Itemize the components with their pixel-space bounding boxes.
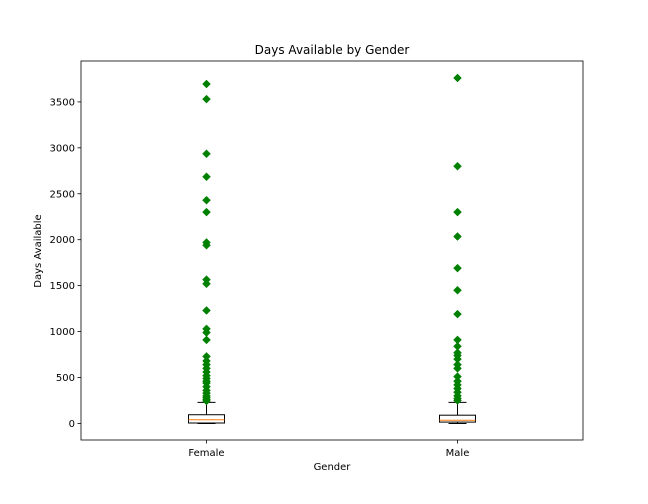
plot-frame (80, 60, 584, 441)
iqr-box (188, 414, 225, 424)
outlier-point (202, 172, 211, 182)
y-tick-label: 2500 (50, 189, 75, 200)
y-tick-label: 1000 (50, 327, 75, 338)
outlier-point (202, 149, 211, 159)
outlier-point (202, 335, 211, 345)
plot-area: 0 500 1000 1500 2000 2500 3000 3500 Female Male (50, 60, 584, 459)
outlier-point (453, 232, 462, 241)
outlier-point (453, 263, 462, 273)
outlier-point (202, 279, 211, 289)
outlier-point (453, 309, 462, 319)
x-tick-label: Female (188, 448, 224, 459)
y-tick-label: 3500 (50, 97, 75, 108)
outlier-point (453, 396, 462, 405)
outlier-point (453, 285, 462, 295)
iqr-box (439, 414, 476, 423)
chart-title: Days Available by Gender (255, 43, 410, 57)
y-tick-label: 2000 (50, 235, 75, 246)
y-tick-label: 0 (69, 419, 75, 430)
y-tick-label: 1500 (50, 281, 75, 292)
outlier-point (202, 79, 211, 89)
y-tick-label: 500 (56, 373, 75, 384)
outlier-point (202, 195, 211, 205)
x-tick-label: Male (446, 448, 470, 459)
outlier-point (453, 73, 462, 83)
outlier-point (202, 240, 211, 250)
y-axis-label: Days Available (33, 214, 44, 287)
outlier-point (202, 396, 211, 406)
outlier-point (453, 207, 462, 217)
outlier-point (202, 94, 211, 104)
outlier-point (453, 161, 462, 171)
y-tick-label: 3000 (50, 143, 75, 154)
x-axis-label: Gender (314, 462, 352, 473)
outlier-point (202, 306, 211, 315)
outlier-point (202, 207, 211, 217)
